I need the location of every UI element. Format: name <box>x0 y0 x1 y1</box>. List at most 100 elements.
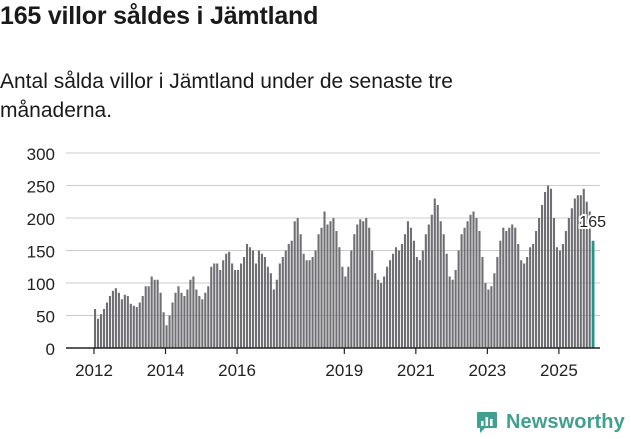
bar <box>427 224 430 348</box>
bar <box>582 188 585 348</box>
bar <box>362 221 365 348</box>
bar <box>108 296 111 348</box>
bar <box>451 279 454 348</box>
y-tick-label: 250 <box>27 178 55 197</box>
bar <box>195 289 198 348</box>
bar <box>111 290 114 348</box>
bar <box>281 257 284 348</box>
bar <box>523 263 526 348</box>
bar <box>332 218 335 348</box>
bar <box>201 299 204 348</box>
bar <box>460 234 463 348</box>
bar <box>469 214 472 348</box>
bar <box>558 250 561 348</box>
bar <box>433 198 436 348</box>
bar <box>412 240 415 348</box>
y-tick-label: 0 <box>46 340 55 359</box>
bar <box>260 253 263 348</box>
bar <box>439 221 442 348</box>
bar <box>326 224 329 348</box>
bar <box>278 263 281 348</box>
bar <box>463 227 466 348</box>
bar <box>314 250 317 348</box>
bar <box>386 266 389 348</box>
bar <box>475 218 478 348</box>
x-tick-label: 2014 <box>147 361 185 380</box>
bar <box>329 221 332 348</box>
bar <box>210 266 213 348</box>
bar <box>234 270 237 348</box>
bar <box>240 263 243 348</box>
bar <box>564 231 567 348</box>
bar <box>487 289 490 348</box>
bar <box>549 188 553 348</box>
bar <box>484 283 487 348</box>
bar <box>526 257 529 348</box>
bar <box>466 221 469 348</box>
bar <box>263 257 266 348</box>
bar <box>99 314 103 348</box>
bar <box>532 244 535 348</box>
bar <box>216 263 219 348</box>
bar <box>579 195 582 348</box>
brand[interactable]: Newsworthy <box>476 407 625 437</box>
bar <box>311 257 314 348</box>
bar <box>359 219 362 348</box>
bar <box>445 253 448 348</box>
bar <box>272 289 275 348</box>
bar <box>552 218 556 348</box>
bar <box>323 211 326 348</box>
bar <box>302 253 305 348</box>
bar <box>511 224 514 348</box>
bar <box>409 227 412 348</box>
bar <box>389 260 392 348</box>
newsworthy-logo-icon <box>477 412 497 433</box>
bar <box>257 250 260 348</box>
bar <box>350 250 353 348</box>
bar <box>397 250 401 348</box>
bar <box>105 302 109 348</box>
bar <box>442 234 445 348</box>
bar <box>517 244 520 348</box>
x-tick-label: 2021 <box>397 361 435 380</box>
bar <box>514 227 517 348</box>
bar <box>546 185 550 348</box>
bar <box>174 292 177 348</box>
bar <box>293 221 296 348</box>
bar <box>251 250 255 348</box>
bar <box>114 288 117 348</box>
bar <box>180 292 183 348</box>
bar <box>344 276 347 348</box>
bar <box>222 260 225 348</box>
x-tick-label: 2025 <box>540 361 578 380</box>
bar <box>275 279 278 348</box>
bar <box>117 292 120 348</box>
bar <box>520 260 523 348</box>
bar <box>383 276 386 348</box>
bar <box>421 250 424 348</box>
bar <box>371 250 374 348</box>
bar <box>424 234 427 348</box>
bar-latest <box>591 240 595 348</box>
y-tick-label: 300 <box>27 145 55 164</box>
bar <box>192 276 195 348</box>
bar <box>168 315 171 348</box>
bar <box>555 247 558 348</box>
bar <box>576 195 579 348</box>
bar <box>207 286 210 348</box>
bar <box>353 234 356 348</box>
bar <box>493 273 496 348</box>
bar <box>138 302 141 348</box>
bar <box>189 279 192 348</box>
bar <box>561 244 564 348</box>
bar <box>535 231 538 348</box>
bar <box>237 270 240 348</box>
bar <box>171 302 174 348</box>
bar <box>213 263 216 348</box>
bar <box>392 253 395 348</box>
y-tick-label: 200 <box>27 210 55 229</box>
bar <box>341 266 344 348</box>
bar <box>120 299 123 348</box>
bar <box>177 286 180 348</box>
